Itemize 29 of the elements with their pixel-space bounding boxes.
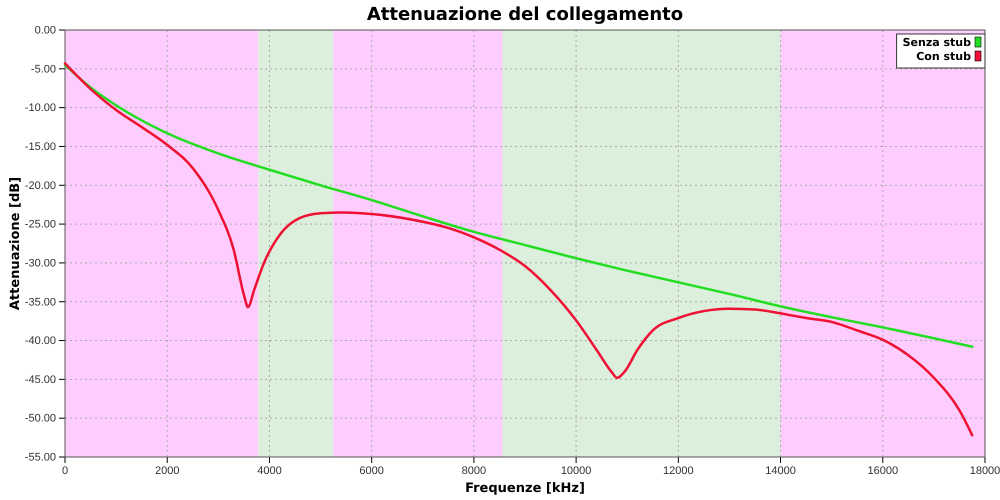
legend-label: Con stub xyxy=(916,50,972,63)
legend-label: Senza stub xyxy=(902,36,972,49)
y-tick-label: -50.00 xyxy=(24,412,56,425)
y-tick-label: -10.00 xyxy=(24,102,56,114)
y-tick-label: -25.00 xyxy=(24,218,56,231)
y-tick-label: -55.00 xyxy=(24,452,56,464)
x-tick-label: 12000 xyxy=(663,464,694,477)
x-tick-label: 4000 xyxy=(257,464,282,477)
y-tick-label: -5.00 xyxy=(30,63,56,76)
chart-title: Attenuazione del collegamento xyxy=(366,4,684,25)
x-axis-title: Frequenze [kHz] xyxy=(465,481,585,496)
y-tick-label: -45.00 xyxy=(24,374,56,386)
x-tick-label: 8000 xyxy=(462,464,486,477)
x-tick-label: 2000 xyxy=(154,464,180,477)
x-tick-label: 10000 xyxy=(560,464,592,477)
x-tick-label: 16000 xyxy=(867,464,898,477)
y-tick-label: -35.00 xyxy=(24,296,56,308)
x-tick-label: 0 xyxy=(62,464,68,477)
x-tick-label: 6000 xyxy=(359,464,384,477)
y-tick-label: 0.00 xyxy=(34,24,56,37)
y-tick-label: -15.00 xyxy=(24,140,56,153)
y-tick-label: -30.00 xyxy=(24,257,56,270)
y-tick-label: -20.00 xyxy=(24,180,56,192)
line-series xyxy=(64,64,974,348)
line-series xyxy=(64,62,974,437)
x-tick-label: 18000 xyxy=(970,464,1000,477)
y-tick-label: -40.00 xyxy=(24,335,56,348)
x-tick-label: 14000 xyxy=(765,464,796,477)
y-axis-title: Attenuazione [dB] xyxy=(8,176,23,310)
